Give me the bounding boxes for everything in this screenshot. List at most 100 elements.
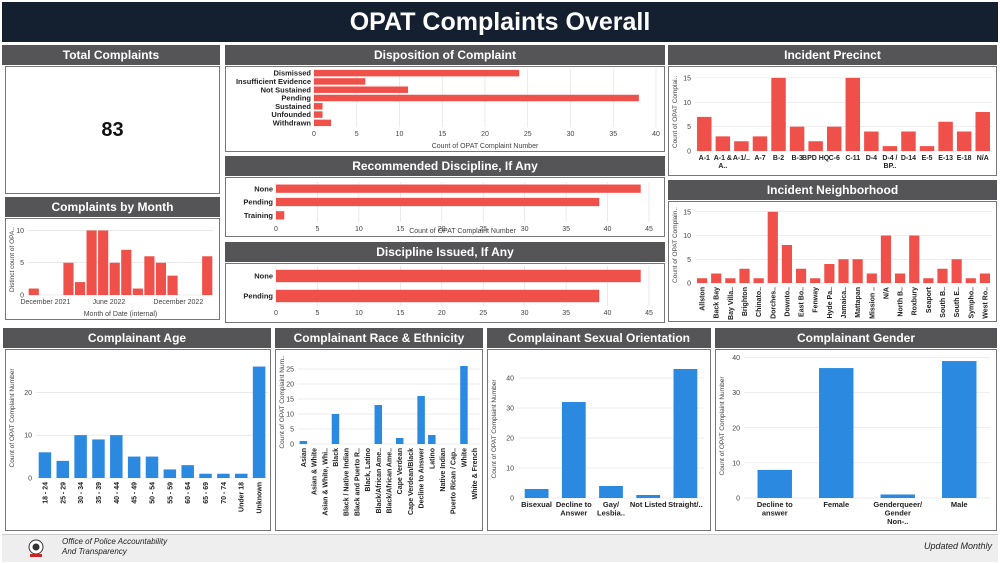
category-label: Allston: [700, 287, 707, 311]
category-label: D-4 /BP..: [882, 155, 897, 170]
bar-month-9: [132, 288, 143, 295]
bar-30-34: [74, 435, 87, 478]
x-tick-label: 35: [562, 310, 570, 317]
x-tick-label: December 2022: [153, 299, 203, 306]
category-label: 45 - 49: [132, 482, 139, 504]
bar-south-e-: [951, 259, 962, 283]
x-tick-label: 10: [355, 310, 363, 317]
category-label: N/A: [977, 155, 989, 162]
bar-decline-to-answer: [561, 402, 586, 498]
bar-dismissed: [314, 69, 520, 77]
bar-a-1: [697, 116, 712, 151]
category-label: Puerto Rican / Cap..: [451, 448, 458, 514]
total-complaints-card: [5, 66, 220, 194]
bar-north-b-: [894, 273, 906, 283]
x-tick-label: 20: [481, 131, 489, 138]
category-label: Withdrawn: [273, 118, 312, 127]
bar-bpd-hq: [808, 141, 823, 151]
bar-b-3: [789, 126, 805, 151]
complaints-by-month-header: Complaints by Month: [5, 197, 220, 217]
category-label: 18 - 24: [42, 482, 49, 504]
category-label: Brighton: [742, 287, 749, 316]
bar-month-8: [121, 249, 132, 295]
category-label: A-1 & A..: [714, 155, 732, 170]
category-label: B-3: [791, 155, 802, 162]
y-tick-label: 0: [687, 281, 691, 288]
footer-org-name: Office of Police Accountability And Tran…: [62, 537, 262, 557]
x-tick-label: 40: [604, 310, 612, 317]
bar-insufficient-evidence: [314, 78, 366, 85]
y-axis-title: Count of OPAT Complain..: [672, 207, 679, 283]
total-complaints-header: Total Complaints: [2, 45, 220, 65]
x-tick-label: 30: [567, 131, 575, 138]
precinct-card: [668, 66, 997, 176]
category-label: Asian: [301, 448, 308, 467]
age-header: Complainant Age: [3, 328, 271, 348]
category-label: 60 - 64: [185, 482, 192, 504]
bar-cape-verdean: [395, 438, 404, 444]
category-label: Cape Verdean/Black: [408, 448, 415, 515]
bar-chinato-: [753, 278, 764, 283]
y-tick-label: 10: [683, 233, 691, 240]
category-label: Black and Puerto R..: [354, 448, 361, 516]
bar-month-5: [86, 230, 97, 295]
x-tick-label: 30: [521, 310, 529, 317]
bar-west-ro-: [979, 273, 991, 283]
bar-pending: [276, 197, 600, 207]
category-label: Not Sustained: [261, 85, 312, 94]
bar-latino: [428, 435, 436, 444]
category-label: Bay Villa..: [728, 287, 735, 320]
bar-b-2: [771, 77, 786, 151]
y-tick-label: 0: [28, 476, 32, 483]
category-label: Unknown: [257, 482, 264, 514]
category-label: Black/African Ame..: [376, 448, 383, 514]
bar-allston: [696, 278, 708, 283]
bar-month-4: [74, 282, 86, 295]
category-label: North B..: [898, 287, 905, 317]
bar-pending: [276, 289, 600, 303]
issued-chart: 0 5 10 15 20 25 30 35 40 45 None Pending: [243, 266, 653, 317]
x-tick-label: 10: [355, 226, 363, 233]
x-tick-label: 25: [479, 226, 487, 233]
category-label: Genderqueer/Gender Non-..: [873, 500, 923, 526]
x-tick-label: 25: [524, 131, 532, 138]
x-tick-label: 20: [438, 226, 446, 233]
x-tick-label: 15: [438, 131, 446, 138]
updated-monthly-label: Updated Monthly: [923, 541, 992, 551]
bar-month-12: [167, 275, 178, 295]
bar-decline-to-answer: [417, 396, 425, 444]
bar-month-11: [155, 262, 167, 295]
x-tick-label: 5: [315, 226, 319, 233]
bar-jamaica-: [838, 259, 849, 283]
x-tick-label: June 2022: [93, 299, 126, 306]
y-tick-label: 10: [732, 460, 740, 467]
bar-d-14: [901, 131, 916, 151]
category-label: D-14: [901, 155, 916, 162]
complaints-by-month-chart: 0 5 10 December 2021 June 2022 December 2022 M…: [9, 227, 213, 318]
bar-70-74: [217, 473, 230, 478]
category-label: Roxbury: [912, 287, 919, 316]
bar-35-39: [92, 439, 105, 478]
category-label: Latino: [429, 448, 436, 469]
category-label: Insufficient Evidence: [236, 77, 311, 86]
x-tick-label: 20: [438, 310, 446, 317]
category-label: Chinato..: [756, 287, 763, 317]
category-label: 30 - 34: [78, 482, 85, 504]
category-label: B-2: [773, 155, 784, 162]
category-label: Native Indian: [440, 448, 447, 492]
y-axis-title: Count of OPAT Complaint Num..: [279, 355, 286, 448]
category-label: Black/African Ame..: [387, 448, 394, 514]
category-label: 65 - 69: [203, 482, 210, 504]
bar-e-13: [938, 121, 953, 151]
category-label: South E..: [954, 287, 961, 317]
category-label: Jamaica..: [841, 287, 848, 319]
bar-month-7: [109, 262, 120, 295]
bar-month-15: [202, 256, 213, 295]
category-label: 40 - 44: [114, 482, 121, 504]
bar-not-listed: [636, 495, 661, 498]
category-label: East Bo..: [799, 287, 806, 317]
category-label: Asian & White: [312, 448, 319, 495]
category-label: Black / Native Indian: [344, 448, 351, 516]
y-tick-label: 15: [683, 209, 691, 216]
